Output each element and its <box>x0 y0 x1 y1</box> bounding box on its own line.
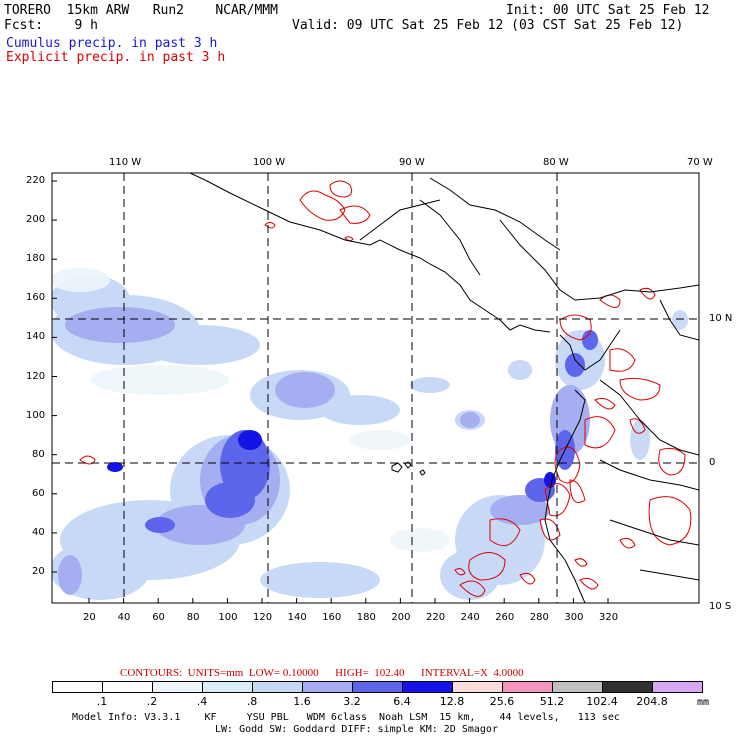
y-tick-label: 20 <box>32 566 45 577</box>
lon-label-110w: 110 W <box>109 157 142 168</box>
x-tick-label: 240 <box>460 612 480 623</box>
model-physics: LW: Godd SW: Goddard DIFF: simple KM: 2D… <box>215 724 498 735</box>
precip-fields <box>52 173 699 603</box>
forecast-hour: Fcst: 9 h <box>4 18 98 33</box>
x-tick-label: 80 <box>186 612 200 623</box>
colorbar-swatch <box>552 681 603 693</box>
colorbar-swatch <box>102 681 153 693</box>
y-tick-label: 60 <box>32 487 45 499</box>
x-tick-label: 200 <box>391 612 411 623</box>
y-tick-label: 140 <box>26 331 46 343</box>
legend-explicit: Explicit precip. in past 3 h <box>6 50 226 65</box>
colorbar-swatch <box>602 681 653 693</box>
y-tick-label: 80 <box>32 448 45 460</box>
colorbar-label: 102.4 <box>586 695 618 708</box>
colorbar-swatch <box>502 681 553 693</box>
cumulus-faint <box>52 268 450 552</box>
colorbar-label: 6.4 <box>393 695 411 708</box>
axis-ticks <box>52 180 609 603</box>
colorbar-label: 25.6 <box>489 695 515 708</box>
colorbar-swatch <box>252 681 303 693</box>
x-tick-label: 140 <box>287 612 307 623</box>
y-tick-label: 220 <box>26 175 46 186</box>
colorbar-swatch <box>302 681 353 693</box>
x-tick-label: 320 <box>599 612 619 623</box>
model-info: Model Info: V3.3.1 KF YSU PBL WDM 6class… <box>72 712 620 723</box>
x-tick-label: 180 <box>356 612 376 623</box>
valid-time: Valid: 09 UTC Sat 25 Feb 12 (03 CST Sat … <box>292 18 684 33</box>
colorbar-label: 12.8 <box>439 695 465 708</box>
x-tick-label: 100 <box>218 612 238 623</box>
colorbar-swatch <box>652 681 703 693</box>
lon-label-90w: 90 W <box>399 157 425 168</box>
x-tick-label: 40 <box>117 612 131 623</box>
lat-label-10s: 10 S <box>709 601 732 612</box>
lon-label-80w: 80 W <box>543 157 569 168</box>
colorbar-unit: mm <box>697 697 710 708</box>
colorbar-swatch <box>352 681 403 693</box>
colorbar-label: 204.8 <box>636 695 668 708</box>
colorbar-label: 1.6 <box>293 695 311 708</box>
colorbar-label: .8 <box>246 695 258 708</box>
colorbar-label: 51.2 <box>539 695 565 708</box>
y-tick-label: 100 <box>26 409 46 421</box>
legend-cumulus: Cumulus precip. in past 3 h <box>6 36 218 51</box>
y-tick-label: 120 <box>26 370 46 382</box>
contours-info: CONTOURS: UNITS=mm LOW= 0.10000 HIGH= 10… <box>120 667 524 679</box>
lat-label-10n: 10 N <box>709 313 733 324</box>
lon-label-100w: 100 W <box>253 157 286 168</box>
y-tick-label: 160 <box>26 292 46 304</box>
init-time: Init: 00 UTC Sat 25 Feb 12 <box>506 3 710 18</box>
colorbar-swatch <box>152 681 203 693</box>
colorbar-swatch <box>202 681 253 693</box>
x-tick-label: 300 <box>564 612 584 623</box>
colorbar-label: .4 <box>196 695 208 708</box>
lat-label-0: 0 <box>709 457 716 468</box>
x-tick-label: 20 <box>83 612 96 623</box>
colorbar-swatch <box>452 681 503 693</box>
map-frame <box>51 172 700 604</box>
lon-label-70w: 70 W <box>687 157 713 168</box>
x-tick-label: 280 <box>529 612 549 623</box>
colorbar-label: .1 <box>96 695 108 708</box>
y-tick-label: 180 <box>26 253 46 265</box>
y-tick-label: 200 <box>26 214 46 226</box>
model-title: TORERO 15km ARW Run2 NCAR/MMM <box>4 3 278 18</box>
x-tick-label: 220 <box>426 612 446 623</box>
x-tick-label: 60 <box>152 612 165 623</box>
lat-lon-grid <box>52 173 699 603</box>
explicit-contours <box>79 180 692 597</box>
colorbar-label: .2 <box>146 695 158 708</box>
x-tick-label: 160 <box>322 612 342 623</box>
colorbar-swatch <box>52 681 103 693</box>
colorbar-swatch <box>402 681 453 693</box>
x-tick-label: 120 <box>253 612 273 623</box>
colorbar-label: 3.2 <box>343 695 361 708</box>
y-tick-label: 40 <box>32 526 45 538</box>
x-tick-label: 260 <box>495 612 515 623</box>
coastlines <box>189 173 699 603</box>
